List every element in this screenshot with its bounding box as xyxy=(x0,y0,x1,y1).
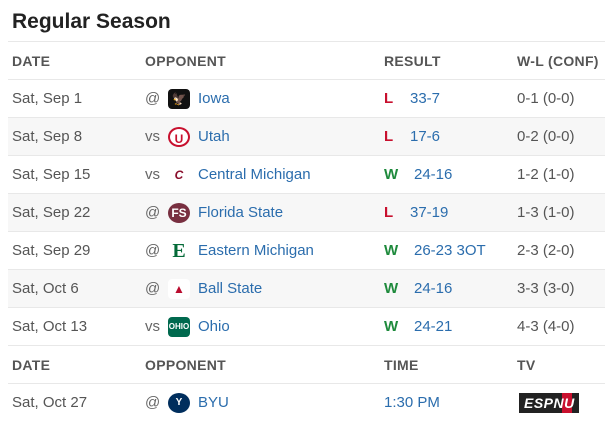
table-row: Sat, Sep 22 @ FS Florida State L 37-19 1… xyxy=(8,193,605,231)
opponent-link[interactable]: Iowa xyxy=(198,90,230,107)
game-date: Sat, Sep 1 xyxy=(12,90,83,107)
result-indicator: W xyxy=(384,318,399,335)
utah-utes-logo-icon[interactable]: U xyxy=(168,127,190,147)
table-row: Sat, Sep 1 @ 🦅 Iowa L 33-7 0-1 (0-0) xyxy=(8,79,605,117)
game-date: Sat, Sep 22 xyxy=(12,204,91,221)
score-link[interactable]: 24-16 xyxy=(414,280,453,297)
opponent-link[interactable]: Utah xyxy=(198,128,230,145)
score-link[interactable]: 37-19 xyxy=(410,204,449,221)
table-row: Sat, Oct 6 @ ▲ Ball State W 24-16 3-3 (3… xyxy=(8,269,605,307)
win-loss-record: 4-3 (4-0) xyxy=(517,318,575,335)
home-away: vs xyxy=(145,318,160,335)
ohio-bobcats-logo-icon[interactable]: OHIO xyxy=(168,317,190,337)
header-result: RESULT xyxy=(384,53,441,69)
table-row: Sat, Oct 13 vs OHIO Ohio W 24-21 4-3 (4-… xyxy=(8,307,605,345)
score-link[interactable]: 33-7 xyxy=(410,90,441,107)
result-indicator: W xyxy=(384,280,399,297)
eastern-michigan-logo-icon[interactable]: E xyxy=(168,241,190,261)
iowa-hawkeye-logo-icon[interactable]: 🦅 xyxy=(168,89,190,109)
game-date: Sat, Sep 8 xyxy=(12,128,83,145)
byu-logo-icon[interactable]: Y xyxy=(168,393,190,413)
table-row: Sat, Sep 8 vs U Utah L 17-6 0-2 (0-0) xyxy=(8,117,605,155)
opponent-link[interactable]: Central Michigan xyxy=(198,166,311,183)
opponent-link[interactable]: Florida State xyxy=(198,204,284,221)
schedule-table: DATE OPPONENT RESULT W-L (CONF) Sat, Sep… xyxy=(8,41,605,421)
home-away: vs xyxy=(145,128,160,145)
home-away: @ xyxy=(145,90,161,107)
score-link[interactable]: 24-21 xyxy=(414,318,453,335)
header-opponent: OPPONENT xyxy=(145,53,226,69)
win-loss-record: 3-3 (3-0) xyxy=(517,280,575,297)
home-away: vs xyxy=(145,166,160,183)
win-loss-record: 0-1 (0-0) xyxy=(517,90,575,107)
florida-state-logo-icon[interactable]: FS xyxy=(168,203,190,223)
page-title: Regular Season xyxy=(12,10,171,33)
result-indicator: L xyxy=(384,90,394,107)
win-loss-record: 0-2 (0-0) xyxy=(517,128,575,145)
table-row: Sat, Oct 27 @ Y BYU 1:30 PM ESPNU xyxy=(8,383,605,421)
opponent-link[interactable]: Ball State xyxy=(198,280,263,297)
game-date: Sat, Oct 6 xyxy=(12,280,79,297)
opponent-link[interactable]: BYU xyxy=(198,394,229,411)
header-row-upcoming: DATE OPPONENT TIME TV xyxy=(8,345,605,383)
result-indicator: W xyxy=(384,166,399,183)
central-michigan-logo-icon[interactable]: C xyxy=(168,165,190,185)
win-loss-record: 1-2 (1-0) xyxy=(517,166,575,183)
win-loss-record: 2-3 (2-0) xyxy=(517,242,575,259)
score-link[interactable]: 17-6 xyxy=(410,128,441,145)
header-wl: W-L (CONF) xyxy=(517,53,599,69)
header-opponent: OPPONENT xyxy=(145,357,226,373)
header-tv: TV xyxy=(517,357,536,373)
home-away: @ xyxy=(145,394,161,411)
game-date: Sat, Sep 15 xyxy=(12,166,91,183)
home-away: @ xyxy=(145,242,161,259)
score-link[interactable]: 24-16 xyxy=(414,166,453,183)
win-loss-record: 1-3 (1-0) xyxy=(517,204,575,221)
game-time-link[interactable]: 1:30 PM xyxy=(384,394,440,411)
game-date: Sat, Oct 27 xyxy=(12,394,88,411)
score-link[interactable]: 26-23 3OT xyxy=(414,242,486,259)
result-indicator: L xyxy=(384,204,394,221)
game-date: Sat, Sep 29 xyxy=(12,242,91,259)
game-date: Sat, Oct 13 xyxy=(12,318,88,335)
home-away: @ xyxy=(145,204,161,221)
opponent-link[interactable]: Eastern Michigan xyxy=(198,242,314,259)
table-row: Sat, Sep 29 @ E Eastern Michigan W 26-23… xyxy=(8,231,605,269)
result-indicator: L xyxy=(384,128,394,145)
header-row: DATE OPPONENT RESULT W-L (CONF) xyxy=(8,41,605,79)
header-date: DATE xyxy=(12,53,51,69)
table-row: Sat, Sep 15 vs C Central Michigan W 24-1… xyxy=(8,155,605,193)
home-away: @ xyxy=(145,280,161,297)
header-time: TIME xyxy=(384,357,419,373)
espnu-logo-icon: ESPNU xyxy=(519,393,579,413)
header-date: DATE xyxy=(12,357,51,373)
opponent-link[interactable]: Ohio xyxy=(198,318,230,335)
result-indicator: W xyxy=(384,242,399,259)
ball-state-logo-icon[interactable]: ▲ xyxy=(168,279,190,299)
